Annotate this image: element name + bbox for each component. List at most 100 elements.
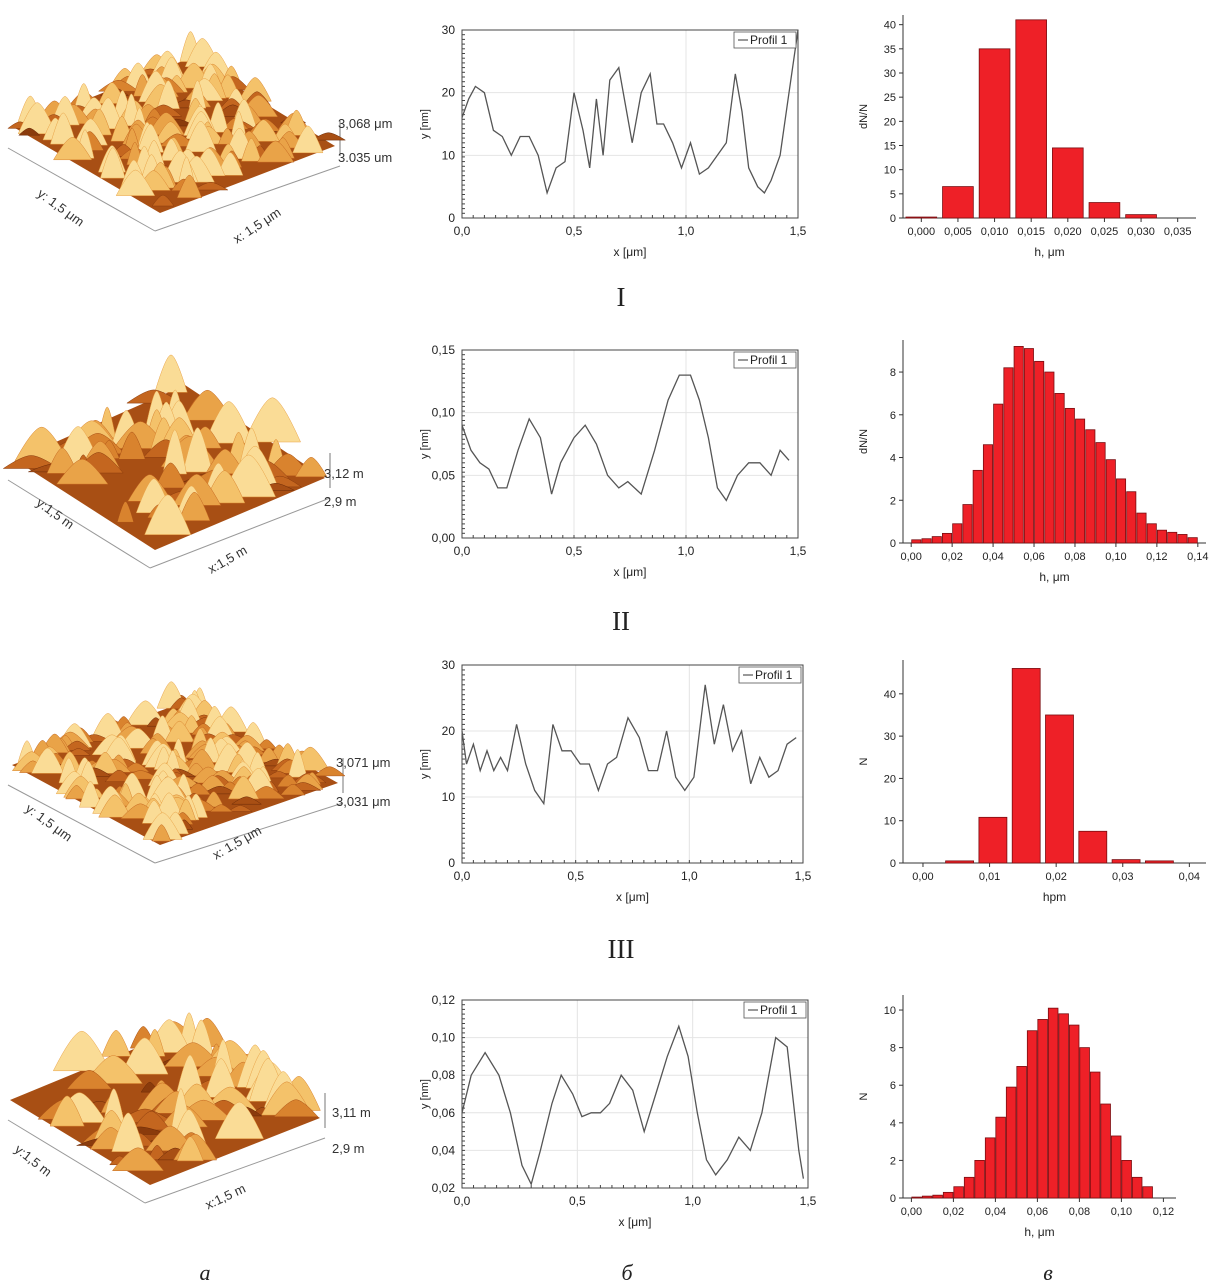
surface-panel-4: 3,11 m 2,9 m y:1,5 m x:1,5 m — [0, 985, 410, 1235]
surface-peak — [256, 739, 277, 750]
surface-z-top: 3,071 μm — [336, 755, 391, 770]
legend-box — [738, 666, 802, 684]
x-tick-label: 1,5 — [790, 544, 807, 558]
surface-peak — [98, 794, 132, 818]
x-tick-label: 0,03 — [1112, 871, 1133, 883]
y-tick-label: 0,00 — [432, 531, 456, 545]
x-tick-label: 0,04 — [985, 1206, 1006, 1218]
histogram-bar — [905, 216, 938, 219]
histogram-bar — [1013, 346, 1024, 544]
y-axis-label: N — [858, 1092, 870, 1100]
histogram-bar — [1085, 429, 1096, 544]
chart-profile-1: Profil 1 0,0 0,5 1,0 1,5 0 10 20 30 x [μm] y [nm] — [419, 23, 807, 259]
surface-peak — [178, 491, 211, 521]
histogram-bar — [1011, 668, 1041, 864]
y-tick-label: 8 — [890, 367, 896, 379]
y-tick-label: 4 — [890, 453, 896, 465]
surface-peak — [90, 713, 126, 742]
histogram-bar — [978, 816, 1008, 864]
y-tick-label: 20 — [884, 116, 896, 128]
surface-peak — [111, 1147, 165, 1171]
histogram-bar — [1058, 1013, 1069, 1199]
y-tick-label: 10 — [442, 148, 456, 162]
chart-profile-4: Profil 1 0,0 0,5 1,0 1,5 0,02 0,04 0,06 0,08 0,10… — [419, 993, 817, 1229]
histogram-bar — [932, 1194, 943, 1199]
surface-image-4 — [7, 1012, 326, 1204]
histogram-bar — [1044, 371, 1055, 544]
y-tick-label: 8 — [890, 1043, 896, 1055]
y-tick-label: 0,04 — [432, 1143, 456, 1157]
chart-histogram-2: 0,00 0,02 0,04 0,06 0,08 0,10 0,12 0,14 0 2 4 6 8 h, … — [858, 340, 1209, 584]
histogram-bar — [1088, 202, 1121, 219]
histogram-bar — [995, 1116, 1006, 1199]
y-tick-label: 20 — [884, 773, 896, 785]
histogram-bar — [978, 48, 1011, 219]
histogram-bar — [963, 1176, 975, 1199]
histogram-bar — [1105, 459, 1116, 544]
x-tick-label: 0,08 — [1069, 1206, 1090, 1218]
y-tick-label: 30 — [884, 731, 896, 743]
x-axis-label: hpm — [1043, 890, 1066, 904]
plot-frame — [461, 664, 804, 864]
legend-label: Profil 1 — [760, 1003, 798, 1017]
y-tick-label: 30 — [884, 68, 896, 80]
chart-histogram-1: 0,000 0,005 0,010 0,015 0,020 0,025 0,030 0,035… — [858, 15, 1196, 259]
surface-peak — [120, 1037, 169, 1075]
histogram-bar — [1023, 348, 1034, 544]
x-axis-label: x [μm] — [614, 245, 647, 259]
histogram-bar — [931, 536, 942, 544]
surface-peak — [241, 138, 262, 162]
surface-peak — [144, 494, 192, 535]
x-tick-label: 0,005 — [944, 226, 972, 238]
surface-peak — [116, 501, 135, 523]
surface-peak — [246, 119, 280, 142]
histogram-bar — [1075, 418, 1086, 544]
y-tick-label: 0,02 — [432, 1181, 456, 1195]
y-tick-label: 0,10 — [432, 1031, 456, 1045]
surface-peak — [214, 1101, 264, 1139]
x-tick-label: 0,0 — [454, 544, 471, 558]
histogram-bar — [1068, 1024, 1080, 1199]
y-axis-label: dN/N — [858, 429, 870, 454]
x-tick-label: 0,10 — [1105, 551, 1126, 563]
x-tick-label: 1,0 — [684, 1194, 701, 1208]
x-tick-label: 0,04 — [1179, 871, 1200, 883]
y-tick-label: 10 — [884, 816, 896, 828]
x-tick-label: 0,035 — [1164, 226, 1192, 238]
legend-box — [743, 1001, 807, 1019]
histogram-bar — [1116, 478, 1127, 544]
x-axis-label: x [μm] — [616, 890, 649, 904]
x-tick-label: 0,0 — [454, 869, 471, 883]
surface-panel-2: 3,12 m 2,9 m y:1,5 m x:1,5 m — [0, 340, 410, 590]
y-tick-label: 10 — [884, 1005, 896, 1017]
histogram-bar — [1111, 859, 1141, 864]
x-tick-label: 0,5 — [566, 224, 583, 238]
profile-line — [461, 1024, 805, 1187]
histogram-bar — [972, 469, 983, 544]
surface-z-top: 3,11 m — [332, 1105, 371, 1120]
y-tick-label: 10 — [442, 790, 456, 804]
x-tick-label: 0,00 — [912, 871, 933, 883]
y-tick-label: 25 — [884, 92, 896, 104]
surface-image-3 — [7, 681, 346, 864]
surface-peak — [243, 397, 301, 443]
histogram-bar — [1100, 1103, 1111, 1199]
legend-box — [733, 31, 797, 49]
surface-z-bottom: 3.035 um — [338, 150, 393, 165]
y-tick-label: 0 — [890, 538, 896, 550]
x-tick-label: 0,00 — [901, 1206, 922, 1218]
y-tick-label: 0 — [890, 213, 896, 225]
y-tick-label: 0 — [890, 858, 896, 870]
surface-peak — [162, 429, 187, 475]
surface-peak — [53, 137, 93, 161]
surface-axis-y — [7, 479, 151, 569]
histogram-bar — [993, 403, 1004, 544]
legend-label: Profil 1 — [750, 33, 788, 47]
x-tick-label: 1,0 — [681, 869, 698, 883]
chart-profile-3: Profil 1 0,0 0,5 1,0 1,5 0 10 20 30 x [μm] y [nm] — [419, 658, 812, 904]
surface-peak — [182, 427, 213, 473]
surface-peak — [31, 747, 65, 774]
surface-peak — [49, 1095, 85, 1127]
surface-z-bottom: 2,9 m — [324, 494, 357, 509]
x-axis-label: x [μm] — [619, 1215, 652, 1229]
